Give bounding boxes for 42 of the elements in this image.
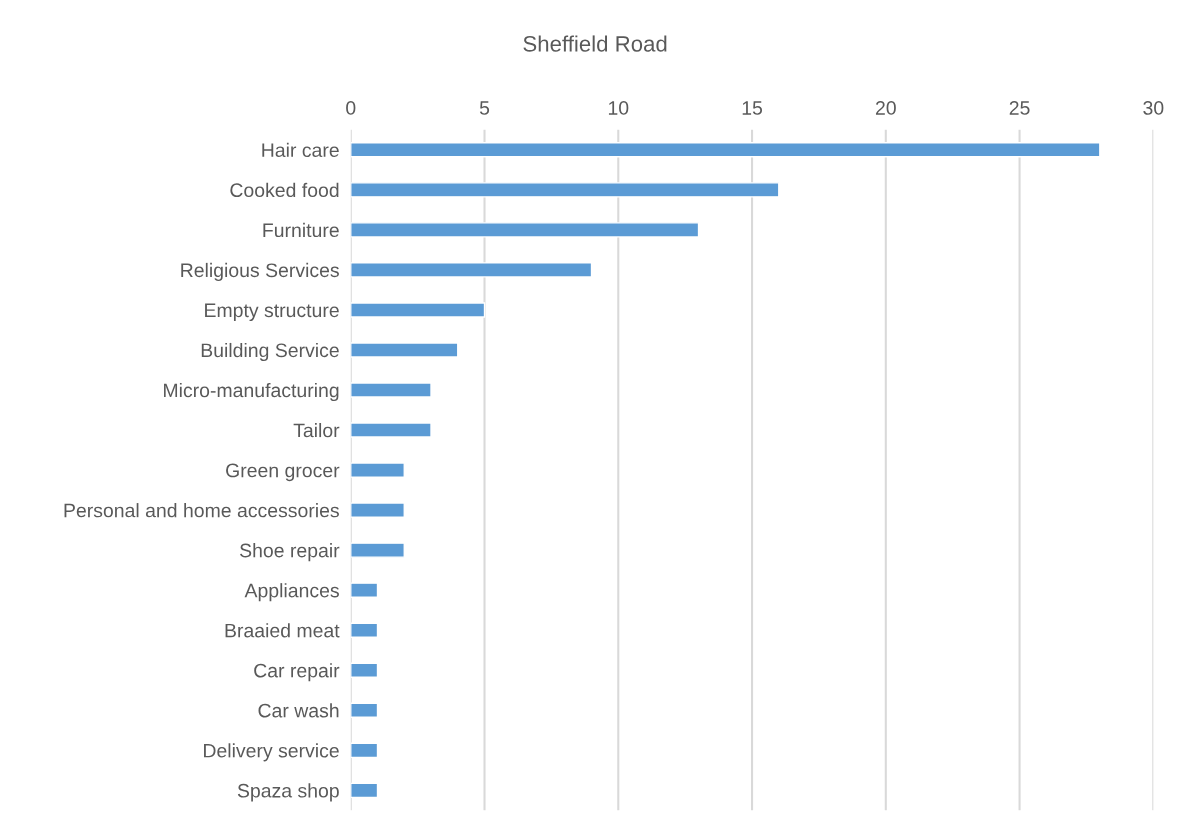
x-tick-label: 25 <box>1009 101 1030 115</box>
bar <box>350 462 405 478</box>
bar <box>350 382 432 398</box>
y-tick-label: Car repair <box>254 663 340 682</box>
y-tick-label: Religious Services <box>181 262 339 281</box>
x-tick-label: 10 <box>608 101 629 115</box>
y-tick-label: Green grocer <box>226 463 340 482</box>
x-tick-label: 15 <box>742 101 763 115</box>
bar <box>350 542 405 558</box>
y-tick-label: Micro-manufacturing <box>164 382 339 402</box>
bar <box>350 262 593 278</box>
y-tick-label: Personal and home accessories <box>64 503 339 518</box>
x-tick-label: 5 <box>479 101 490 115</box>
bar <box>350 222 700 238</box>
bar <box>350 702 379 718</box>
y-tick-label: Furniture <box>263 222 339 238</box>
y-tick-label: Delivery service <box>204 743 339 762</box>
bar <box>350 622 379 638</box>
y-tick-label: Braaied meat <box>225 623 340 638</box>
x-tick-label: 20 <box>875 101 896 115</box>
bar <box>350 422 432 438</box>
y-tick-label: Empty structure <box>205 303 339 322</box>
y-tick-label: Building Service <box>201 342 339 362</box>
bar <box>350 502 405 518</box>
x-tick-label: 0 <box>346 101 356 115</box>
y-tick-label: Appliances <box>244 583 339 602</box>
bar <box>350 302 486 318</box>
y-tick-label: Hair care <box>262 142 339 158</box>
bar <box>350 342 459 358</box>
bar <box>350 742 379 759</box>
chart-title: Sheffield Road <box>523 35 667 52</box>
y-tick-label: Cooked food <box>230 182 339 198</box>
y-tick-label: Spaza shop <box>237 783 339 802</box>
bar <box>350 782 379 799</box>
y-tick-label: Tailor <box>293 423 340 438</box>
bar <box>350 142 1101 158</box>
bar <box>350 662 379 678</box>
y-tick-label: Car wash <box>258 703 339 718</box>
y-tick-label: Shoe repair <box>240 543 340 562</box>
x-tick-label: 30 <box>1143 101 1164 115</box>
bar <box>350 582 379 598</box>
bar <box>350 182 780 198</box>
